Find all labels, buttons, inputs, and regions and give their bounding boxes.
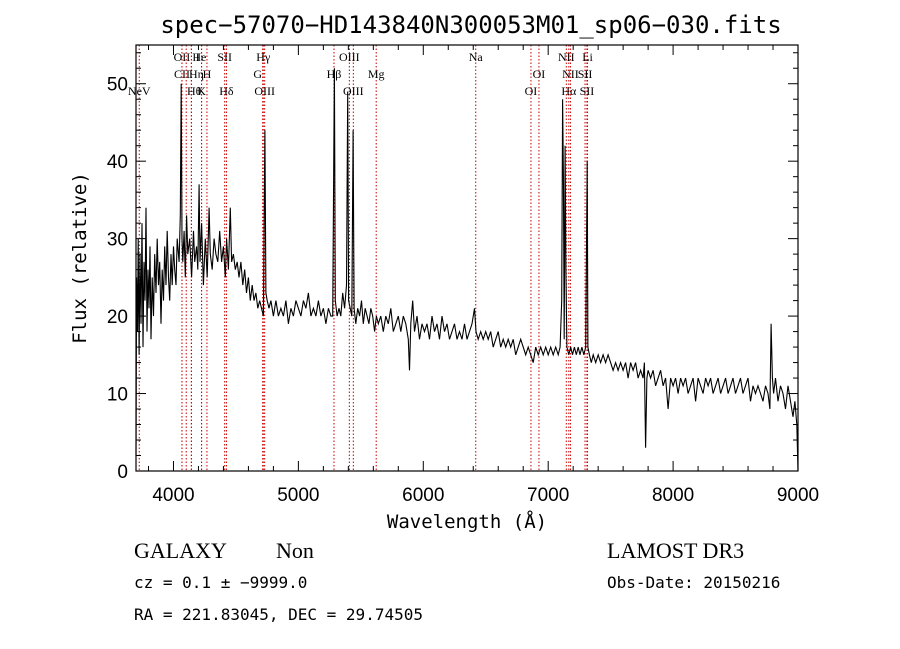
emission-line-labels: NeVOIICIIHθHeHηIHKSIIHδHγGOIIIOIIIHβOIII… [128, 50, 594, 98]
x-tick-label: 6000 [402, 485, 444, 506]
line-label: K [197, 84, 206, 98]
line-label: NII [562, 67, 579, 81]
line-label: SII [580, 84, 595, 98]
x-tick-label: 8000 [652, 485, 694, 506]
line-label: OII [174, 50, 191, 64]
y-tick-label: 10 [107, 385, 128, 406]
y-tick-label: 0 [117, 462, 128, 483]
plot-frame [135, 44, 799, 472]
x-tick-label: 7000 [527, 485, 569, 506]
line-label: CII [174, 67, 190, 81]
line-label: SII [217, 50, 232, 64]
line-label: Mg [368, 67, 385, 81]
x-axis-label: Wavelength (Å) [387, 510, 547, 533]
line-label: Na [469, 50, 484, 64]
line-label: Hγ [256, 50, 271, 64]
object-subclass: Non [276, 538, 314, 563]
line-label: OIII [339, 50, 360, 64]
spectrum-line [135, 68, 799, 472]
x-tick-label: 4000 [152, 485, 194, 506]
line-label: SII [578, 67, 593, 81]
line-label: Hα [561, 84, 577, 98]
line-label: Hδ [219, 84, 234, 98]
line-label: OIII [343, 84, 364, 98]
y-tick-label: 20 [107, 307, 128, 328]
line-label: He [192, 50, 206, 64]
line-label: OI [525, 84, 538, 98]
redshift-text: cz = 0.1 ± −9999.0 [134, 573, 307, 592]
line-label: Hθ [187, 84, 202, 98]
x-tick-label: 9000 [777, 485, 819, 506]
chart-title: spec−57070−HD143840N300053M01_sp06−030.f… [160, 11, 781, 39]
y-tick-label: 30 [107, 230, 128, 251]
x-tick-label: 5000 [277, 485, 319, 506]
y-axis-label: Flux (relative) [69, 172, 91, 344]
line-label: H [203, 67, 212, 81]
obs-date-text: Obs-Date: 20150216 [607, 573, 780, 592]
line-label: G [253, 67, 262, 81]
y-axis-ticks: 0 10 20 30 40 50 [107, 52, 798, 483]
line-label: Li [582, 50, 593, 64]
line-label: NeV [128, 84, 151, 98]
line-label: I [196, 50, 200, 64]
object-class: GALAXY [134, 538, 227, 563]
x-axis-ticks: 4000 5000 6000 7000 8000 9000 [147, 45, 819, 506]
line-label: OIII [254, 84, 275, 98]
ra-dec-text: RA = 221.83045, DEC = 29.74505 [134, 605, 423, 624]
y-tick-label: 50 [107, 75, 128, 96]
line-label: Hη [189, 67, 204, 81]
y-tick-label: 40 [107, 152, 128, 173]
line-label: OI [533, 67, 546, 81]
survey-name: LAMOST DR3 [607, 538, 744, 563]
line-label: NII [558, 50, 575, 64]
